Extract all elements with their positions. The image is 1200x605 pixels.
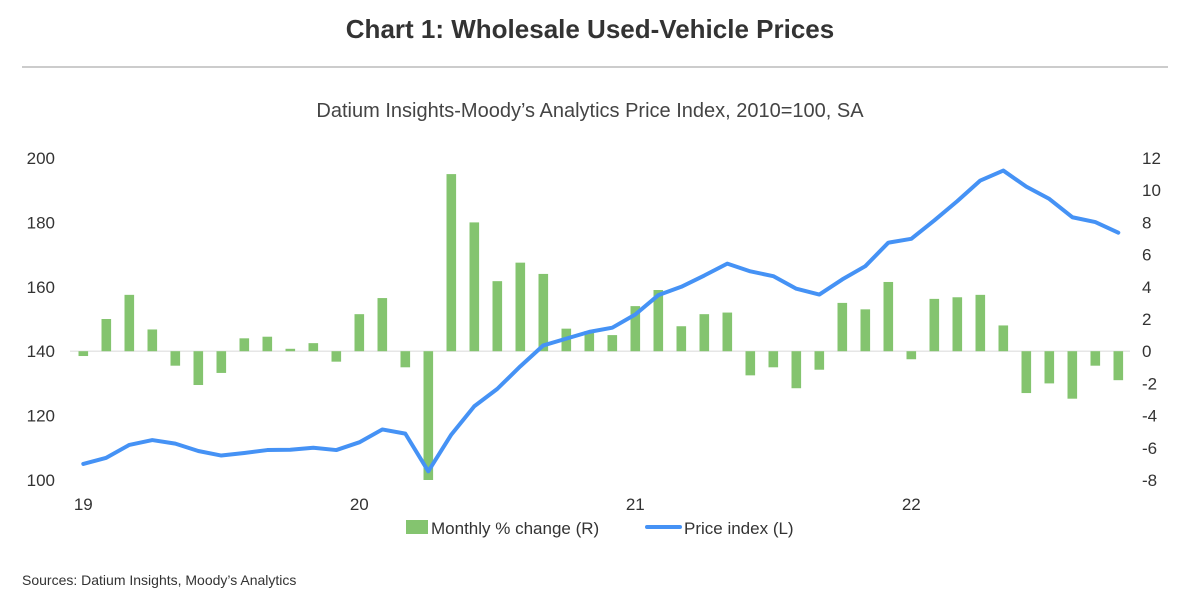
right-tick-label: 12: [1142, 149, 1161, 168]
bar-2020-01: [354, 314, 365, 352]
bar-2020-06: [469, 222, 480, 352]
chart-title: Chart 1: Wholesale Used-Vehicle Prices: [346, 14, 834, 44]
bar-2021-08: [791, 351, 802, 389]
x-tick-label: 19: [74, 495, 93, 514]
bar-2022-10: [1113, 351, 1124, 381]
bar-2022-07: [1044, 351, 1055, 384]
legend-bar-label: Monthly % change (R): [431, 519, 599, 538]
left-tick-label: 180: [27, 213, 55, 232]
bar-2019-03: [124, 294, 135, 352]
bar-2022-09: [1090, 351, 1101, 366]
bar-2020-07: [492, 281, 503, 352]
bar-2020-03: [400, 351, 411, 368]
bar-2020-12: [607, 335, 618, 352]
bar-2022-08: [1067, 351, 1078, 399]
bar-2021-11: [860, 309, 871, 352]
price-index-line: [81, 168, 1121, 474]
bar-2019-10: [285, 348, 296, 352]
right-tick-label: 4: [1142, 278, 1151, 297]
legend: Monthly % change (R) Price index (L): [406, 519, 794, 538]
bar-2019-06: [193, 351, 204, 386]
bar-2021-06: [745, 351, 756, 376]
chart-subtitle: Datium Insights-Moody’s Analytics Price …: [316, 100, 864, 122]
bar-2020-08: [515, 262, 526, 352]
bar-2019-02: [101, 319, 112, 352]
bar-2019-07: [216, 351, 227, 373]
bar-2019-12: [331, 351, 342, 362]
right-tick-label: -4: [1142, 407, 1157, 426]
right-tick-label: 0: [1142, 342, 1151, 361]
bar-2022-03: [952, 297, 963, 352]
bar-2020-05: [446, 174, 457, 352]
left-tick-label: 160: [27, 278, 55, 297]
bar-2021-05: [722, 312, 733, 352]
bar-2022-04: [975, 294, 986, 352]
left-tick-label: 140: [27, 342, 55, 361]
right-tick-label: 10: [1142, 181, 1161, 200]
right-tick-label: -8: [1142, 471, 1157, 490]
bar-2021-01: [630, 306, 641, 352]
bar-2019-04: [147, 329, 158, 352]
right-tick-label: 6: [1142, 246, 1151, 265]
bar-series: [78, 174, 1124, 480]
bar-2021-04: [699, 314, 710, 352]
x-tick-label: 20: [350, 495, 369, 514]
bar-2019-05: [170, 351, 181, 366]
bar-2022-01: [906, 351, 917, 360]
bar-2022-06: [1021, 351, 1032, 394]
left-tick-label: 120: [27, 407, 55, 426]
right-tick-label: -6: [1142, 439, 1157, 458]
legend-line-label: Price index (L): [684, 519, 794, 538]
bar-2022-05: [998, 325, 1009, 352]
left-tick-label: 200: [27, 149, 55, 168]
bar-2021-03: [676, 326, 687, 352]
x-tick-label: 21: [626, 495, 645, 514]
bar-2019-11: [308, 343, 319, 352]
left-tick-label: 100: [27, 471, 55, 490]
bar-2019-01: [78, 351, 89, 357]
source-note: Sources: Datium Insights, Moody’s Analyt…: [22, 572, 296, 588]
bar-2020-09: [538, 273, 549, 352]
x-axis: 19 20 21 22: [74, 495, 921, 514]
bar-2021-07: [768, 351, 779, 368]
bar-2021-12: [883, 281, 894, 352]
legend-bar-swatch: [406, 520, 428, 534]
bar-2020-04: [423, 351, 434, 480]
line-series: [81, 168, 1121, 474]
bar-2022-02: [929, 298, 940, 352]
right-tick-label: 2: [1142, 310, 1151, 329]
bar-2020-11: [584, 331, 595, 352]
bar-2021-02: [653, 290, 664, 352]
bar-2021-10: [837, 302, 848, 352]
bar-2019-08: [239, 338, 250, 352]
right-tick-label: -2: [1142, 374, 1157, 393]
right-axis: -8 -6 -4 -2 0 2 4 6 8 10 12: [1142, 149, 1161, 490]
left-axis: 100 120 140 160 180 200: [27, 149, 55, 490]
bar-2019-09: [262, 336, 273, 352]
x-tick-label: 22: [902, 495, 921, 514]
bar-2021-09: [814, 351, 825, 370]
right-tick-label: 8: [1142, 213, 1151, 232]
bar-2020-02: [377, 298, 388, 352]
